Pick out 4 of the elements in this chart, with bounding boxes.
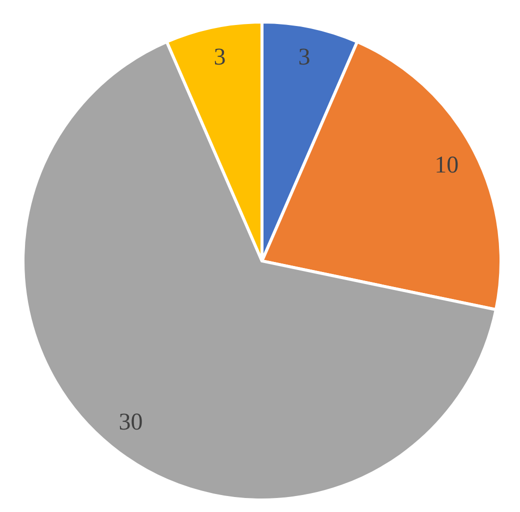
data-label: 10 [434, 152, 459, 178]
data-label: 30 [118, 409, 143, 436]
data-label: 3 [298, 44, 310, 70]
data-label: 3 [214, 44, 226, 70]
